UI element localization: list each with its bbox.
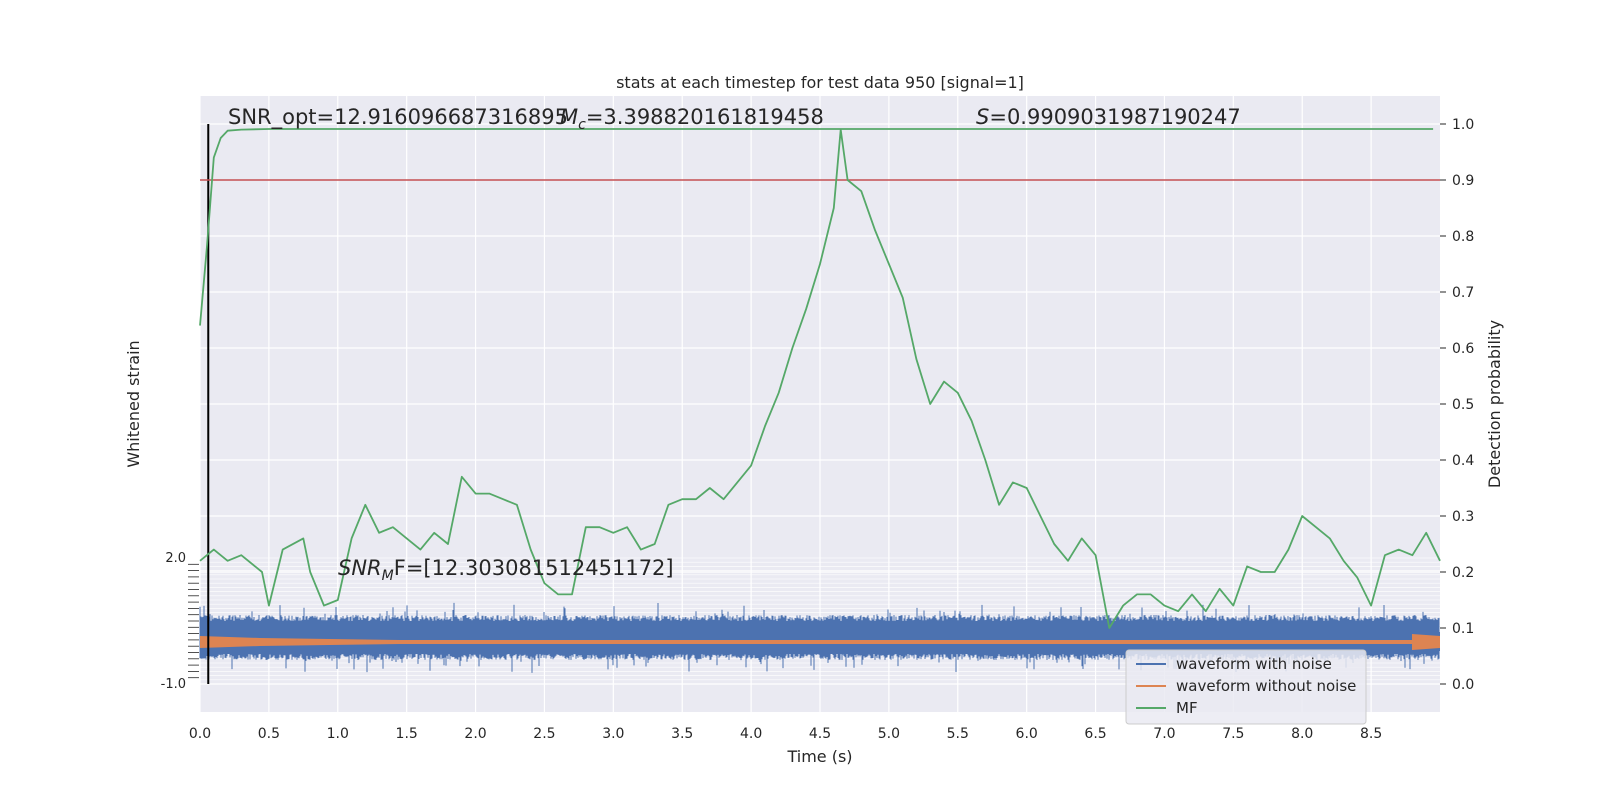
s-value: =0.9909031987190247 (989, 105, 1240, 129)
right-tick-label: 0.5 (1452, 397, 1474, 413)
x-tick-label: 7.5 (1222, 726, 1244, 742)
x-axis-ticks: 0.0 0.5 1.0 1.5 2.0 2.5 3.0 3.5 4.0 4.5 5.0 5.5 6.0 6… (189, 726, 1382, 742)
grid (199, 96, 1440, 712)
right-tick-label: 0.3 (1452, 509, 1474, 525)
right-tick-label: 0.6 (1452, 341, 1474, 357)
right-axis-ticks: 0.0 0.1 0.2 0.3 0.4 0.5 0.6 0.7 0.8 0.9 1.0 (1440, 117, 1474, 693)
legend-label-noise: waveform with noise (1176, 655, 1332, 673)
x-tick-label: 1.5 (396, 726, 418, 742)
probability-series (199, 124, 1441, 684)
snr-mf-value: F=[12.303081512451172] (394, 556, 674, 580)
legend: waveform with noise waveform without noi… (1125, 649, 1367, 725)
y-axis-label-left: Whitened strain (124, 340, 143, 467)
right-tick-label: 0.4 (1452, 453, 1474, 469)
x-tick-label: 4.5 (809, 726, 831, 742)
left-tick-label: 2.0 (165, 551, 186, 566)
mc-value: =3.398820161819458 (586, 105, 824, 129)
series-waveform-without-noise (200, 634, 1440, 650)
right-tick-label: 0.7 (1452, 285, 1474, 301)
annotation-snr-mf: SNRMF=[12.303081512451172] (338, 556, 674, 584)
x-tick-label: 0.0 (189, 726, 211, 742)
x-tick-label: 2.5 (533, 726, 555, 742)
mc-subscript: c (578, 117, 586, 133)
x-tick-label: 4.0 (740, 726, 762, 742)
x-tick-label: 1.0 (327, 726, 349, 742)
snr-mf-subscript: M (382, 568, 394, 584)
legend-label-clean: waveform without noise (1176, 677, 1356, 695)
s-symbol: S (976, 105, 989, 129)
strain-series (199, 602, 1440, 673)
x-tick-label: 8.5 (1360, 726, 1382, 742)
series-detection-probability (199, 128, 1441, 629)
right-tick-label: 1.0 (1452, 117, 1474, 133)
x-tick-label: 6.5 (1084, 726, 1106, 742)
right-tick-label: 0.9 (1452, 173, 1474, 189)
mc-symbol: M (560, 105, 578, 129)
x-tick-label: 8.0 (1291, 726, 1313, 742)
right-tick-label: 0.8 (1452, 229, 1474, 245)
right-tick-label: 0.1 (1452, 621, 1474, 637)
x-tick-label: 6.0 (1016, 726, 1038, 742)
snr-mf-symbol: SNR (338, 556, 382, 580)
x-tick-label: 5.0 (878, 726, 900, 742)
x-tick-label: 7.0 (1153, 726, 1175, 742)
x-tick-label: 3.5 (671, 726, 693, 742)
legend-box (1125, 649, 1367, 725)
x-tick-label: 3.0 (602, 726, 624, 742)
series-mf (199, 128, 1434, 326)
annotation-s: S=0.9909031987190247 (976, 105, 1241, 129)
right-tick-label: 0.2 (1452, 565, 1474, 581)
annotation-chirp-mass: Mc=3.398820161819458 (560, 105, 824, 133)
x-tick-label: 5.5 (947, 726, 969, 742)
x-axis-label: Time (s) (786, 747, 852, 766)
y-axis-label-right: Detection probability (1485, 320, 1504, 488)
left-axis-ticks: 2.0 -1.0 (161, 551, 199, 692)
right-tick-label: 0.0 (1452, 677, 1474, 693)
x-tick-label: 0.5 (258, 726, 280, 742)
legend-label-mf: MF (1176, 699, 1198, 717)
chart-title: stats at each timestep for test data 950… (616, 73, 1024, 92)
x-tick-label: 2.0 (464, 726, 486, 742)
annotation-snr-opt: SNR_opt=12.916096687316895 (228, 105, 568, 130)
left-tick-label: -1.0 (161, 677, 186, 692)
